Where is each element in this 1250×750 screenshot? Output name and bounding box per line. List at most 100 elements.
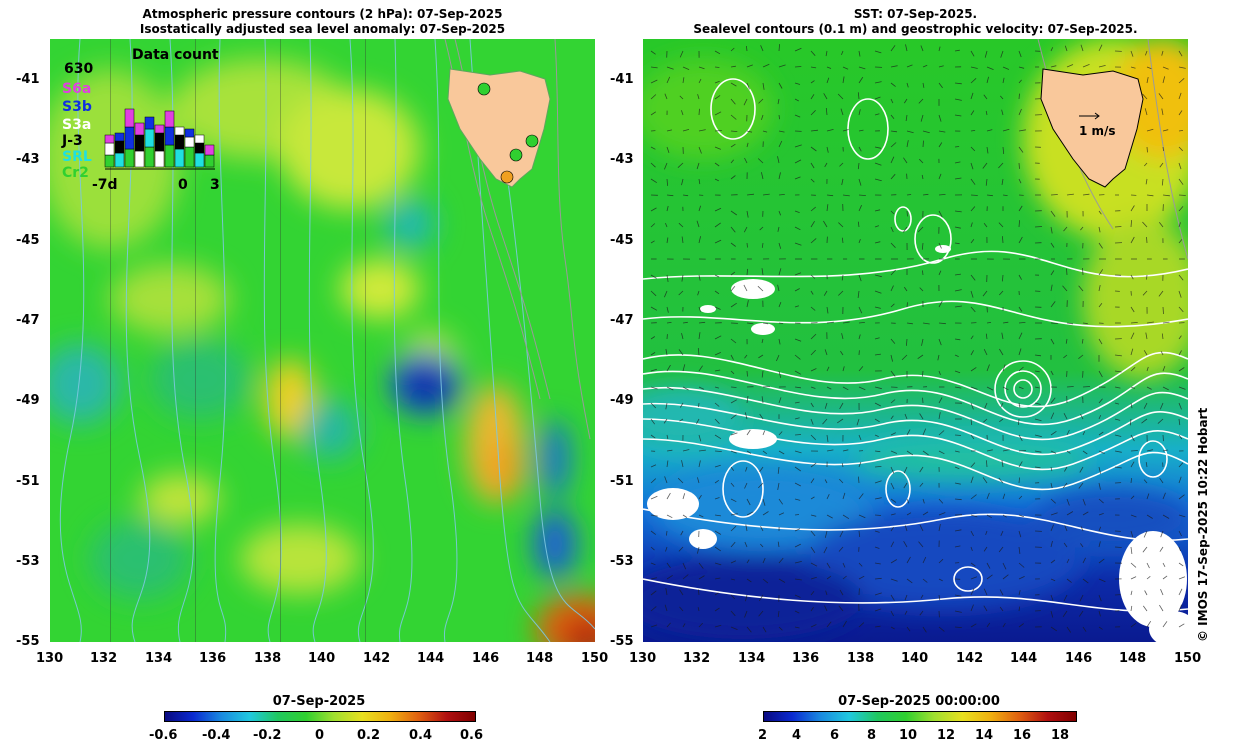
right-cb-tick: 12 (937, 729, 955, 743)
velocity-arrow (1115, 547, 1122, 548)
right-cb-tick: 14 (975, 729, 993, 743)
data-count-x-zero: 0 (178, 177, 188, 193)
right-title-line1: SST: 07-Sep-2025. (643, 7, 1188, 21)
velocity-arrow (1163, 307, 1164, 314)
left-y-tick: -41 (16, 73, 40, 87)
left-title-line2: Isostatically adjusted sea level anomaly… (50, 22, 595, 36)
right-cb-tick: 4 (792, 729, 801, 743)
right-x-tick: 140 (901, 652, 928, 666)
tide-gauge-marker (510, 149, 522, 161)
velocity-arrow (795, 515, 799, 516)
left-y-tick: -49 (16, 394, 40, 408)
left-y-tick: -51 (16, 475, 40, 489)
left-y-tick: -47 (16, 314, 40, 328)
velocity-arrow (715, 131, 722, 132)
left-x-tick: 142 (363, 652, 390, 666)
sst-map: 1 m/s (643, 39, 1188, 642)
velocity-arrow (795, 435, 801, 436)
data-count-inset: Data count 630 S6a S3b S3a J-3 SRL Cr2 (50, 43, 220, 191)
velocity-arrow (1163, 435, 1164, 441)
velocity-arrow (699, 109, 700, 115)
left-x-tick: 132 (90, 652, 117, 666)
right-cb-tick: 16 (1013, 729, 1031, 743)
right-cb-tick: 2 (758, 729, 767, 743)
left-y-tick: -43 (16, 153, 40, 167)
velocity-arrow (747, 371, 748, 377)
right-y-tick: -47 (610, 314, 634, 328)
left-cb-tick: 0.4 (409, 729, 432, 743)
left-x-tick: 140 (308, 652, 335, 666)
right-x-tick: 138 (847, 652, 874, 666)
velocity-arrow (923, 141, 924, 147)
sst-map-graphic: 1 m/s (643, 39, 1188, 642)
velocity-arrow (1147, 237, 1148, 243)
right-x-tick: 142 (956, 652, 983, 666)
right-x-tick: 150 (1174, 652, 1201, 666)
velocity-arrow (955, 147, 959, 148)
left-cb-tick: -0.6 (149, 729, 177, 743)
tide-gauge-marker (478, 83, 490, 95)
velocity-arrow (1131, 451, 1138, 452)
velocity-arrow (1067, 269, 1068, 275)
velocity-arrow (907, 211, 908, 216)
velocity-arrow (1067, 387, 1074, 388)
velocity-arrow (747, 243, 748, 248)
left-colorbar-title: 07-Sep-2025 (164, 694, 474, 709)
left-cb-tick: 0.6 (460, 729, 483, 743)
tide-gauge-marker (501, 171, 513, 183)
right-title-line2: Sealevel contours (0.1 m) and geostrophi… (643, 22, 1188, 36)
right-y-tick: -41 (610, 73, 634, 87)
right-x-tick: 130 (629, 652, 656, 666)
left-x-tick: 138 (254, 652, 281, 666)
left-y-tick: -45 (16, 234, 40, 248)
right-y-tick: -55 (610, 635, 634, 649)
right-cb-tick: 6 (830, 729, 839, 743)
left-x-tick: 150 (581, 652, 608, 666)
velocity-arrow (1035, 227, 1042, 228)
left-colorbar (164, 711, 476, 722)
right-x-tick: 144 (1010, 652, 1037, 666)
left-x-tick: 136 (199, 652, 226, 666)
left-cb-tick: -0.4 (202, 729, 230, 743)
velocity-arrow (955, 435, 961, 436)
data-count-bars (50, 43, 220, 193)
right-x-tick: 148 (1119, 652, 1146, 666)
velocity-arrow (1019, 163, 1020, 169)
velocity-arrow (907, 302, 908, 307)
left-title-line1: Atmospheric pressure contours (2 hPa): 0… (50, 7, 595, 21)
velocity-arrow (715, 67, 719, 68)
right-y-tick: -45 (610, 234, 634, 248)
right-cb-tick: 18 (1051, 729, 1069, 743)
left-x-tick: 148 (526, 652, 553, 666)
right-cb-tick: 10 (899, 729, 917, 743)
left-x-tick: 146 (472, 652, 499, 666)
left-cb-tick: 0 (315, 729, 324, 743)
right-colorbar-title: 07-Sep-2025 00:00:00 (763, 694, 1075, 709)
velocity-arrow (1179, 195, 1186, 196)
left-y-tick: -55 (16, 635, 40, 649)
velocity-arrow (923, 398, 924, 403)
right-x-tick: 134 (738, 652, 765, 666)
imos-credit: © IMOS 17-Sep-2025 10:22 Hobart (1196, 408, 1210, 642)
velocity-arrow (1115, 227, 1121, 228)
sla-map: Data count 630 S6a S3b S3a J-3 SRL Cr2 (50, 39, 595, 642)
data-count-x-end: 3 (210, 177, 220, 193)
velocity-arrow (1083, 387, 1090, 388)
velocity-arrow (875, 515, 881, 516)
velocity-scale-label: 1 m/s (1079, 124, 1116, 138)
left-cb-tick: 0.2 (357, 729, 380, 743)
left-cb-tick: -0.2 (253, 729, 281, 743)
velocity-arrow (1147, 147, 1148, 152)
left-x-tick: 130 (36, 652, 63, 666)
left-y-tick: -53 (16, 555, 40, 569)
tide-gauge-marker (526, 135, 538, 147)
right-y-tick: -53 (610, 555, 634, 569)
velocity-arrow (1019, 451, 1026, 452)
right-x-tick: 146 (1065, 652, 1092, 666)
right-y-tick: -49 (610, 394, 634, 408)
right-colorbar (763, 711, 1077, 722)
velocity-arrow (1147, 275, 1148, 280)
velocity-arrow (699, 403, 700, 407)
velocity-arrow (1051, 195, 1058, 196)
velocity-arrow (1019, 94, 1020, 99)
